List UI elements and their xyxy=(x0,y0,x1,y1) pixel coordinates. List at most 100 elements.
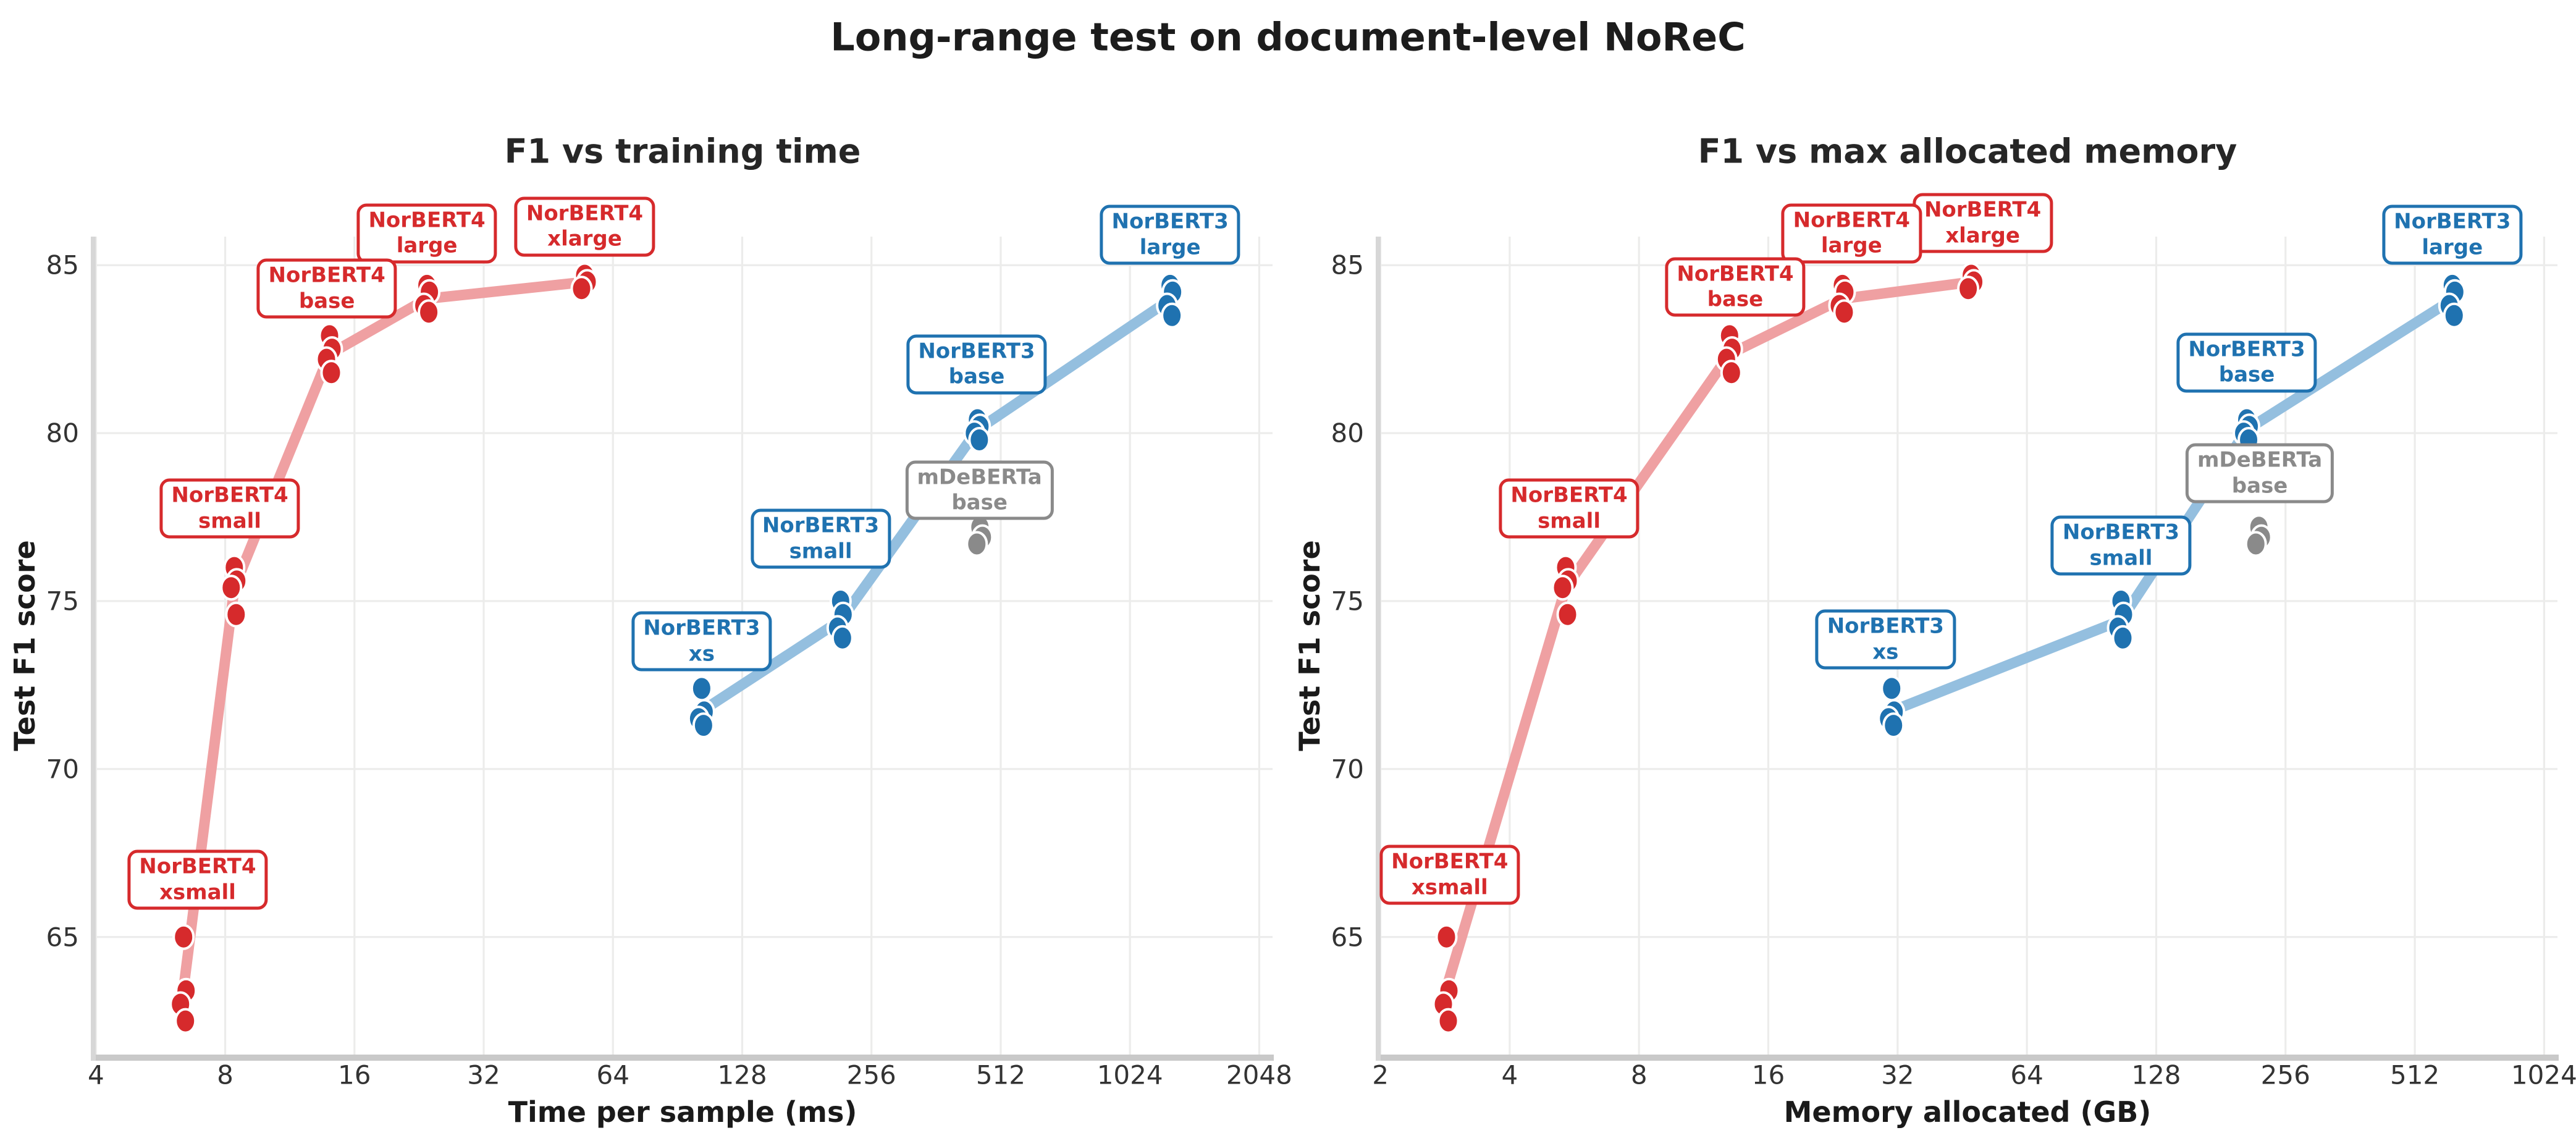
series-label-mdeberta-base: mDeBERTa base xyxy=(2185,443,2334,503)
series-label-line: xsmall xyxy=(159,880,236,905)
series-label-line: small xyxy=(2089,546,2153,571)
y-tick-label: 65 xyxy=(1331,922,1364,953)
series-label-line: xlarge xyxy=(547,226,622,251)
series-label-line: xs xyxy=(688,641,715,667)
y-tick-label: 75 xyxy=(1331,586,1364,617)
y-tick-label: 75 xyxy=(46,586,79,617)
x-tick-label: 2 xyxy=(1372,1060,1389,1090)
series-label-line: xlarge xyxy=(1945,223,2020,248)
series-label-norbert4-xsmall: NorBERT4 xsmall xyxy=(127,849,268,910)
series-label-norbert3-large: NorBERT3 large xyxy=(2382,204,2523,265)
series-label-line: NorBERT4 xyxy=(1510,482,1628,508)
series-label-line: NorBERT4 xyxy=(1677,261,1794,287)
y-tick-label: 80 xyxy=(46,418,79,449)
series-label-norbert4-small: NorBERT4 small xyxy=(159,478,300,539)
series-label-line: large xyxy=(2422,235,2483,260)
x-tick-label: 256 xyxy=(846,1060,896,1090)
data-point-norbert3-base xyxy=(968,426,991,453)
series-label-line: base xyxy=(298,289,355,314)
x-tick-label: 32 xyxy=(1881,1060,1914,1090)
series-label-mdeberta-base: mDeBERTa base xyxy=(905,460,1054,520)
series-label-norbert3-large: NorBERT3 large xyxy=(1100,204,1240,265)
series-label-line: NorBERT4 xyxy=(368,208,486,233)
series-label-line: NorBERT3 xyxy=(918,339,1035,364)
series-label-line: base xyxy=(2218,362,2275,387)
series-label-line: xs xyxy=(1872,639,1899,665)
series-label-line: large xyxy=(396,233,458,258)
series-label-line: NorBERT4 xyxy=(268,263,385,288)
data-point-norbert4-xsmall xyxy=(1435,924,1458,950)
series-label-norbert3-small: NorBERT3 small xyxy=(750,508,891,569)
series-label-norbert4-large: NorBERT4 large xyxy=(356,203,497,264)
series-label-norbert3-base: NorBERT3 base xyxy=(2176,332,2317,393)
data-point-norbert4-xsmall xyxy=(174,1008,197,1034)
series-label-line: large xyxy=(1139,235,1201,260)
series-label-line: NorBERT4 xyxy=(1391,849,1509,874)
series-label-line: NorBERT4 xyxy=(1924,197,2042,222)
series-label-norbert4-base: NorBERT4 base xyxy=(1665,257,1806,318)
x-tick-label: 4 xyxy=(87,1060,104,1090)
data-point-norbert4-xsmall xyxy=(1437,1008,1460,1034)
data-point-norbert3-small xyxy=(2111,625,2134,651)
x-axis-spine xyxy=(91,1055,1274,1061)
data-point-norbert3-large xyxy=(1161,302,1184,329)
y-axis-spine xyxy=(1376,237,1381,1061)
series-label-norbert4-xlarge: NorBERT4 xlarge xyxy=(1912,193,2053,253)
data-point-mdeberta-base xyxy=(966,531,988,557)
data-point-norbert4-small xyxy=(1551,575,1574,601)
series-label-norbert3-xs: NorBERT3 xs xyxy=(1815,610,1956,670)
y-tick-label: 80 xyxy=(1331,418,1364,449)
series-label-norbert3-xs: NorBERT3 xs xyxy=(631,611,772,672)
x-tick-label: 128 xyxy=(2131,1060,2181,1090)
series-label-line: NorBERT3 xyxy=(1111,209,1229,234)
data-point-norbert4-small xyxy=(225,601,248,628)
data-point-norbert3-xs xyxy=(1882,712,1905,739)
series-label-norbert3-small: NorBERT3 small xyxy=(2050,515,2192,576)
x-tick-label: 8 xyxy=(1630,1060,1648,1090)
series-label-line: NorBERT3 xyxy=(2062,520,2180,545)
x-tick-label: 4 xyxy=(1501,1060,1518,1090)
y-tick-label: 70 xyxy=(1331,754,1364,785)
x-tick-label: 1024 xyxy=(1096,1060,1163,1090)
series-label-norbert4-large: NorBERT4 large xyxy=(1781,203,1922,264)
series-label-line: base xyxy=(951,490,1008,515)
series-label-norbert4-small: NorBERT4 small xyxy=(1499,478,1639,539)
series-label-line: mDeBERTa xyxy=(917,465,1042,490)
series-label-line: small xyxy=(198,508,261,534)
y-tick-label: 85 xyxy=(1331,250,1364,280)
x-tick-label: 512 xyxy=(2389,1060,2440,1090)
data-point-norbert4-xlarge xyxy=(570,276,593,302)
data-point-norbert4-xsmall xyxy=(172,924,195,950)
series-label-line: base xyxy=(948,364,1005,389)
series-label-line: small xyxy=(789,539,852,564)
data-point-norbert4-base xyxy=(1720,360,1743,386)
x-tick-label: 256 xyxy=(2260,1060,2310,1090)
x-tick-label: 128 xyxy=(717,1060,767,1090)
series-label-line: NorBERT4 xyxy=(526,201,644,226)
y-axis-title: Test F1 score xyxy=(1293,540,1326,751)
data-point-norbert4-xlarge xyxy=(1957,276,1980,302)
series-label-line: small xyxy=(1538,508,1601,534)
panel-title: F1 vs training time xyxy=(504,132,861,171)
series-label-norbert4-xlarge: NorBERT4 xlarge xyxy=(514,196,655,257)
data-point-norbert3-large xyxy=(2443,302,2465,329)
series-label-line: NorBERT3 xyxy=(762,513,880,538)
series-label-line: NorBERT3 xyxy=(2188,337,2305,362)
x-axis-title: Memory allocated (GB) xyxy=(1783,1095,2152,1129)
x-tick-label: 64 xyxy=(2010,1060,2044,1090)
trend-line-norbert3 xyxy=(1886,294,2458,717)
y-axis-spine xyxy=(91,237,96,1061)
figure-title: Long-range test on document-level NoReC xyxy=(830,14,1746,60)
series-label-norbert3-base: NorBERT3 base xyxy=(906,334,1047,395)
data-point-norbert4-small xyxy=(220,575,243,601)
series-label-line: NorBERT4 xyxy=(139,854,256,879)
x-tick-label: 512 xyxy=(975,1060,1026,1090)
series-label-line: base xyxy=(1707,287,1764,312)
series-label-line: base xyxy=(2231,473,2288,499)
data-point-norbert3-small xyxy=(831,625,854,651)
data-point-norbert4-base xyxy=(320,360,343,386)
series-label-norbert4-xsmall: NorBERT4 xsmall xyxy=(1379,845,1520,905)
series-label-line: NorBERT3 xyxy=(2394,209,2511,234)
series-label-line: NorBERT3 xyxy=(643,615,760,641)
